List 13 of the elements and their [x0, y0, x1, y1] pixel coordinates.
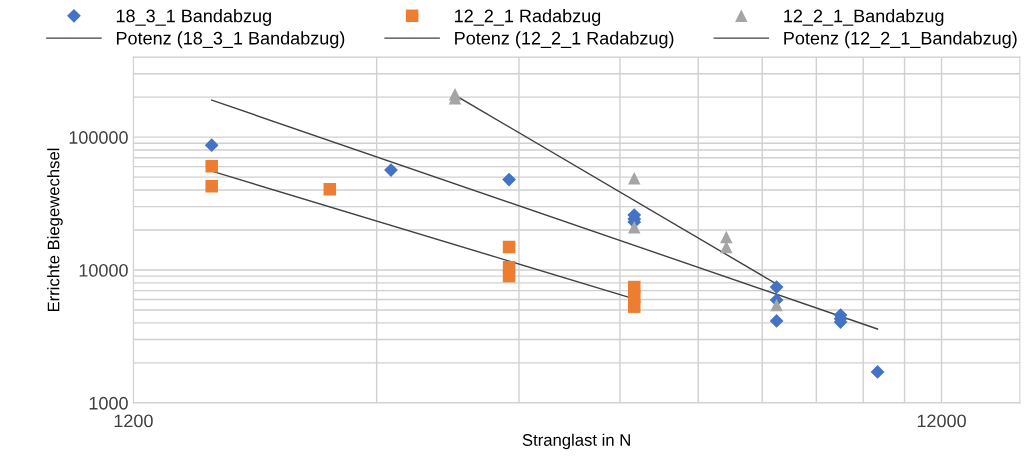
y-tick-label: 10000 [79, 263, 128, 277]
y-tick-label: 1000 [89, 396, 128, 410]
x-axis-title: Stranglast in N [522, 433, 630, 450]
y-tick-label: 100000 [69, 131, 128, 144]
x-tick-label: 12000 [917, 414, 966, 428]
legend-label: Potenz (12_2_1_Bandabzug) [784, 31, 1017, 49]
legend-label: 12_2_1 Radabzug [455, 9, 601, 26]
y-axis-title: Errichte Biegewechsel [47, 148, 63, 312]
x-tick-label: 1200 [114, 414, 153, 428]
legend-label: Potenz (12_2_1 Radabzug) [455, 31, 674, 49]
legend-label: Potenz (18_3_1 Bandabzug) [116, 31, 345, 49]
legend-label: 18_3_1 Bandabzug [116, 9, 271, 26]
legend-label: 12_2_1_Bandabzug [784, 9, 944, 26]
